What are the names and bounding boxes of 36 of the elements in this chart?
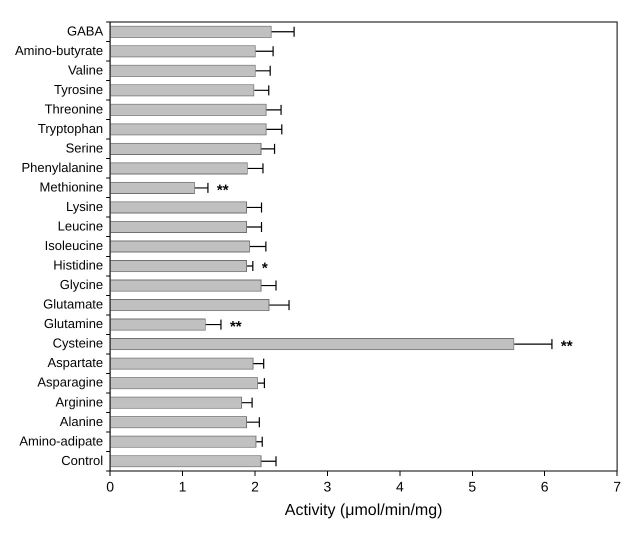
y-tick-label: GABA (67, 23, 104, 38)
y-tick-label: Control (61, 452, 104, 468)
annotation: ** (560, 338, 573, 356)
y-tick-label: Histidine (53, 258, 104, 273)
y-tick-label: Amino-adipate (19, 433, 104, 448)
x-tick-label: 1 (178, 478, 187, 494)
annotation: ** (216, 182, 229, 200)
x-tick-label: 6 (540, 478, 549, 494)
y-tick-label: Glutamate (43, 296, 104, 312)
x-tick-label: 3 (324, 478, 332, 494)
y-tick-label: Phenylalanine (21, 160, 104, 175)
y-tick-label: Serine (66, 140, 104, 156)
y-tick-label: Asparagine (37, 374, 104, 390)
y-tick-label: Arginine (55, 394, 104, 410)
annotation: ** (230, 318, 242, 336)
annotation: * (262, 260, 268, 278)
x-tick-label: 5 (468, 478, 476, 494)
y-tick-label: Amino-butyrate (14, 42, 104, 58)
y-tick-label: Cysteine (52, 336, 104, 351)
y-tick-label: Tryptophan (38, 120, 104, 136)
y-tick-label: Lysine (66, 199, 104, 214)
x-tick-label: 2 (251, 478, 260, 494)
x-tick-label: 7 (613, 478, 622, 494)
y-tick-label: Alanine (60, 414, 104, 429)
y-tick-label: Glycine (60, 277, 104, 292)
x-tick-label: 0 (106, 478, 114, 494)
y-tick-label: Tyrosine (54, 82, 104, 97)
y-tick-label: Aspartate (47, 355, 104, 370)
y-tick-label: Glutamine (44, 316, 104, 332)
x-axis-title: Activity (μmol/min/mg) (284, 502, 442, 519)
y-tick-label: Valine (68, 62, 104, 78)
y-tick-label: Isoleucine (44, 238, 104, 254)
x-tick-label: 4 (396, 478, 404, 494)
y-tick-label: Methionine (40, 180, 104, 195)
y-tick-label: Leucine (58, 218, 104, 234)
y-tick-label: Threonine (44, 101, 104, 116)
